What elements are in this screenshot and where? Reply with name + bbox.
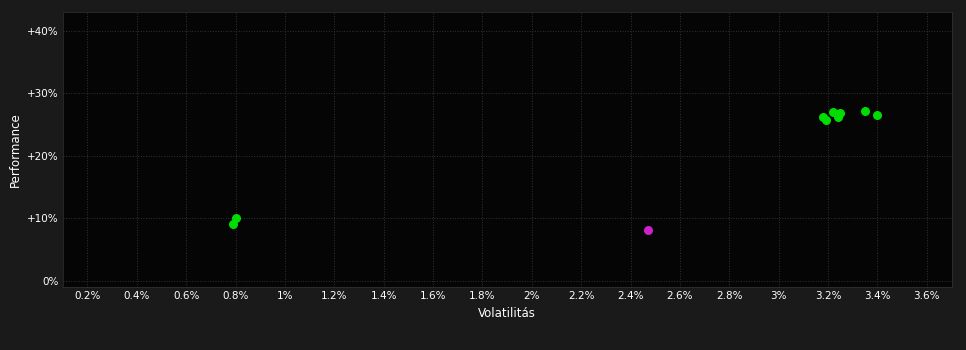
Point (833, 111, 848, 116)
Point (225, 221, 241, 227)
Point (818, 118, 834, 123)
Point (830, 114, 845, 119)
X-axis label: Volatilitás: Volatilitás (478, 307, 536, 320)
Point (858, 108, 873, 114)
Point (869, 112, 885, 118)
Point (825, 109, 840, 115)
Point (815, 114, 831, 119)
Point (228, 216, 243, 221)
Y-axis label: Performance: Performance (9, 112, 21, 187)
Point (640, 227, 656, 232)
